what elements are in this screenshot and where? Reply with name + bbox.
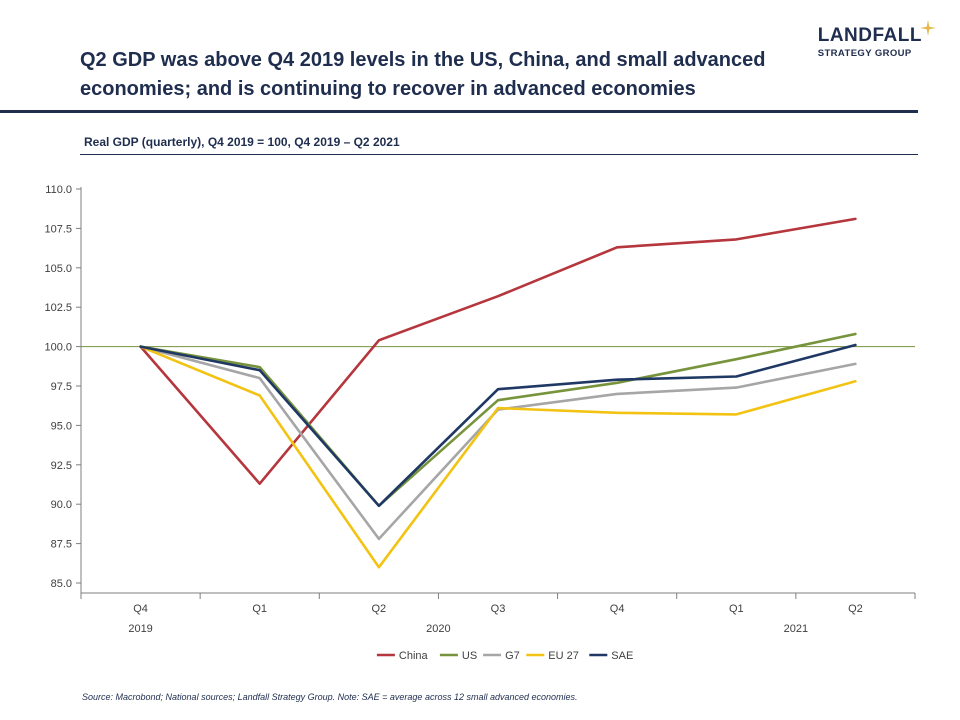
legend-label: G7 xyxy=(505,650,520,662)
chart-subtitle: Real GDP (quarterly), Q4 2019 = 100, Q4 … xyxy=(84,135,400,149)
series-line-eu-27 xyxy=(139,345,857,569)
x-tick-label: Q4 xyxy=(133,603,148,615)
header-divider xyxy=(0,110,918,113)
x-tick-label: Q2 xyxy=(372,603,387,615)
y-tick-label: 105.0 xyxy=(44,263,72,275)
y-tick-label: 95.0 xyxy=(51,420,72,432)
x-tick-label: Q2 xyxy=(848,603,863,615)
legend-label: US xyxy=(462,650,477,662)
chart-title: Q2 GDP was above Q4 2019 levels in the U… xyxy=(80,49,766,100)
logo-name: LANDFALL xyxy=(817,25,922,46)
x-tick-label: Q4 xyxy=(610,603,625,615)
landfall-logo: LANDFALL STRATEGY GROUP xyxy=(817,20,936,59)
y-tick-label: 110.0 xyxy=(45,184,72,196)
y-tick-label: 90.0 xyxy=(51,499,72,511)
legend-label: SAE xyxy=(611,650,633,662)
y-tick-label: 87.5 xyxy=(51,539,72,551)
series-line-us xyxy=(139,332,857,508)
y-tick-label: 97.5 xyxy=(51,381,72,393)
year-label: 2021 xyxy=(784,623,808,635)
series-line-china xyxy=(139,217,857,486)
year-label: 2020 xyxy=(426,623,450,635)
legend-label: China xyxy=(399,650,429,662)
star-icon xyxy=(920,20,936,36)
y-tick-label: 107.5 xyxy=(44,223,72,235)
y-tick-label: 102.5 xyxy=(44,302,72,314)
source-note: Source: Macrobond; National sources; Lan… xyxy=(82,692,578,702)
year-label: 2019 xyxy=(128,623,152,635)
subtitle-divider xyxy=(80,154,918,155)
y-tick-label: 92.5 xyxy=(51,460,72,472)
x-tick-label: Q1 xyxy=(252,603,267,615)
y-tick-label: 85.0 xyxy=(51,578,72,590)
x-tick-label: Q1 xyxy=(729,603,744,615)
logo-subtitle: STRATEGY GROUP xyxy=(817,48,912,59)
series-line-sae xyxy=(139,343,857,508)
series-line-g7 xyxy=(139,345,857,541)
legend-label: EU 27 xyxy=(548,650,579,662)
x-tick-label: Q3 xyxy=(491,603,506,615)
y-tick-label: 100.0 xyxy=(44,342,72,354)
